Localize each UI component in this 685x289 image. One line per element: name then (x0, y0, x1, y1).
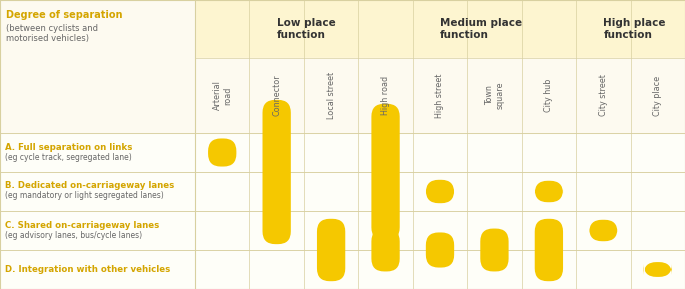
Text: City place: City place (653, 75, 662, 116)
Text: Town
square: Town square (485, 82, 504, 109)
Text: B. Dedicated on-carriageway lanes: B. Dedicated on-carriageway lanes (5, 181, 174, 190)
Text: High road: High road (381, 76, 390, 115)
FancyBboxPatch shape (426, 232, 454, 268)
Text: (between cyclists and
motorised vehicles): (between cyclists and motorised vehicles… (6, 24, 98, 43)
FancyBboxPatch shape (535, 181, 563, 202)
FancyBboxPatch shape (644, 262, 672, 277)
Text: Local street: Local street (327, 72, 336, 119)
Text: (eg cycle track, segregated lane): (eg cycle track, segregated lane) (5, 153, 132, 162)
Text: C. Shared on-carriageway lanes: C. Shared on-carriageway lanes (5, 221, 159, 229)
FancyBboxPatch shape (371, 229, 400, 271)
FancyBboxPatch shape (480, 229, 508, 271)
Text: High street: High street (436, 73, 445, 118)
FancyBboxPatch shape (589, 220, 617, 241)
Text: City street: City street (599, 75, 608, 116)
FancyBboxPatch shape (371, 104, 400, 240)
Text: City hub: City hub (545, 79, 553, 112)
FancyBboxPatch shape (317, 219, 345, 281)
Text: Low place
function: Low place function (277, 18, 336, 40)
Text: (eg mandatory or light segregated lanes): (eg mandatory or light segregated lanes) (5, 192, 164, 201)
FancyBboxPatch shape (426, 180, 454, 203)
FancyBboxPatch shape (535, 219, 563, 281)
Text: A. Full separation on links: A. Full separation on links (5, 142, 132, 151)
Text: D. Integration with other vehicles: D. Integration with other vehicles (5, 265, 171, 274)
FancyBboxPatch shape (262, 100, 291, 244)
Text: Degree of separation: Degree of separation (6, 10, 123, 20)
Text: (eg advisory lanes, bus/cycle lanes): (eg advisory lanes, bus/cycle lanes) (5, 231, 142, 240)
Text: Connector: Connector (272, 75, 281, 116)
Text: Medium place
function: Medium place function (440, 18, 522, 40)
Text: High place
function: High place function (603, 18, 666, 40)
FancyBboxPatch shape (208, 138, 236, 166)
Text: Arterial
road: Arterial road (212, 81, 232, 110)
